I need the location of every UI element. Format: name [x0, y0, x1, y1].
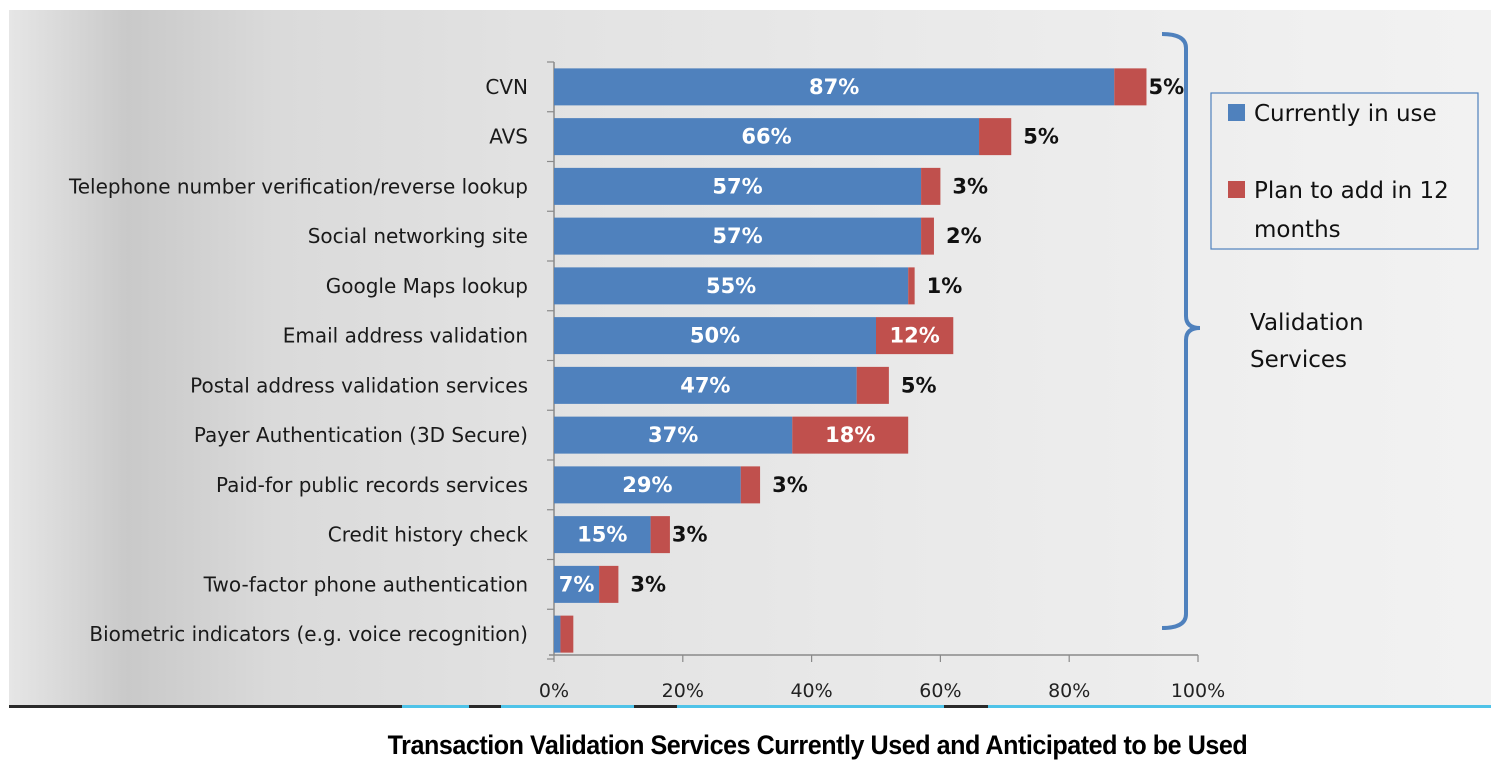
legend-box — [1210, 92, 1479, 250]
bar-currently-in-use — [554, 565, 600, 603]
category-label: Social networking site — [308, 224, 528, 248]
data-label-currently-in-use: 37% — [648, 423, 698, 447]
category-label: AVS — [489, 125, 528, 149]
x-tick-label: 40% — [790, 680, 832, 702]
data-label-plan-to-add: 3% — [952, 174, 988, 198]
category-label: Paid-for public records services — [216, 473, 528, 497]
data-label-currently-in-use: 57% — [712, 224, 762, 248]
bar-currently-in-use — [554, 466, 741, 504]
data-label-currently-in-use: 57% — [712, 174, 762, 198]
category-label: Biometric indicators (e.g. voice recogni… — [89, 622, 528, 646]
chart-title: Transaction Validation Services Currentl… — [387, 730, 1248, 760]
data-label-currently-in-use: 87% — [809, 75, 859, 99]
data-label-plan-to-add: 5% — [1023, 125, 1059, 149]
data-label-plan-to-add: 12% — [890, 324, 940, 348]
bar-plan-to-add — [908, 267, 915, 305]
bar-plan-to-add — [921, 217, 934, 255]
rule-highlight — [677, 705, 944, 708]
bar-plan-to-add — [740, 466, 761, 504]
data-label-currently-in-use: 15% — [577, 523, 627, 547]
bar-currently-in-use — [554, 267, 909, 305]
bar-plan-to-add — [876, 317, 954, 355]
category-label: Email address validation — [283, 324, 528, 348]
bar-currently-in-use — [554, 366, 857, 404]
axes — [547, 61, 1198, 660]
category-label: Two-factor phone authentication — [203, 572, 528, 596]
brace-label-line-1: Validation — [1250, 310, 1364, 336]
data-label-plan-to-add: 3% — [672, 523, 708, 547]
data-label-currently-in-use: 50% — [690, 324, 740, 348]
bar-plan-to-add — [921, 167, 941, 205]
category-label: Postal address validation services — [190, 373, 528, 397]
category-label: Google Maps lookup — [326, 274, 528, 298]
brace-icon — [1161, 32, 1201, 630]
bar-currently-in-use — [554, 317, 876, 355]
data-label-plan-to-add: 3% — [772, 473, 808, 497]
bar-plan-to-add — [560, 615, 574, 653]
bar-plan-to-add — [792, 416, 909, 454]
validation-brace: Validation Services — [1161, 32, 1364, 630]
bar-currently-in-use — [554, 68, 1115, 106]
x-tick-label: 20% — [662, 680, 704, 702]
bar-plan-to-add — [979, 118, 1012, 156]
rule-highlight — [501, 705, 634, 708]
data-label-plan-to-add: 2% — [946, 224, 982, 248]
bar-currently-in-use — [554, 615, 561, 653]
data-label-currently-in-use: 66% — [741, 125, 791, 149]
x-ticks: 0% 20% 40% 60% 80% 100% — [539, 655, 1225, 702]
legend-label-currently-in-use: Currently in use — [1254, 101, 1437, 127]
rule-highlight — [988, 705, 1491, 708]
x-tick-label: 0% — [539, 680, 569, 702]
legend-label-plan-to-add-line-1: Plan to add in 12 — [1254, 178, 1449, 204]
bar-currently-in-use — [554, 217, 922, 255]
legend-swatch-plan-to-add — [1228, 181, 1245, 198]
category-labels: CVN AVS Telephone number verification/reve… — [68, 75, 528, 646]
bars: 87% 5% 66% 5% 57% 3% 57% 2% 55% 1% 50% 12% 47% 5% 37% 1… — [554, 68, 1184, 653]
data-label-plan-to-add: 1% — [927, 274, 963, 298]
category-label: Credit history check — [328, 523, 529, 547]
category-label: Payer Authentication (3D Secure) — [194, 423, 528, 447]
legend-swatch-currently-in-use — [1228, 104, 1245, 121]
bar-plan-to-add — [599, 565, 619, 603]
bar-currently-in-use — [554, 416, 793, 454]
rule-highlight — [402, 705, 469, 708]
brace-label-line-2: Services — [1250, 347, 1347, 373]
legend: Currently in use Plan to add in 12 month… — [1210, 92, 1479, 250]
legend-label-plan-to-add-line-2: months — [1254, 217, 1341, 243]
bar-plan-to-add — [856, 366, 889, 404]
bar-plan-to-add — [650, 516, 670, 554]
x-tick-label: 100% — [1171, 680, 1225, 702]
x-tick-label: 60% — [919, 680, 961, 702]
data-label-plan-to-add: 18% — [825, 423, 875, 447]
data-label-plan-to-add: 3% — [630, 572, 666, 596]
data-label-currently-in-use: 47% — [680, 373, 730, 397]
bar-currently-in-use — [554, 118, 980, 156]
data-label-currently-in-use: 7% — [559, 572, 595, 596]
bar-currently-in-use — [554, 167, 922, 205]
x-tick-label: 80% — [1048, 680, 1090, 702]
category-label: CVN — [485, 75, 528, 99]
bar-currently-in-use — [554, 516, 651, 554]
data-label-currently-in-use: 29% — [622, 473, 672, 497]
category-label: Telephone number verification/reverse lo… — [68, 174, 528, 198]
data-label-currently-in-use: 55% — [706, 274, 756, 298]
data-label-plan-to-add: 5% — [1148, 75, 1184, 99]
bar-plan-to-add — [1114, 68, 1147, 106]
data-label-plan-to-add: 5% — [901, 373, 937, 397]
